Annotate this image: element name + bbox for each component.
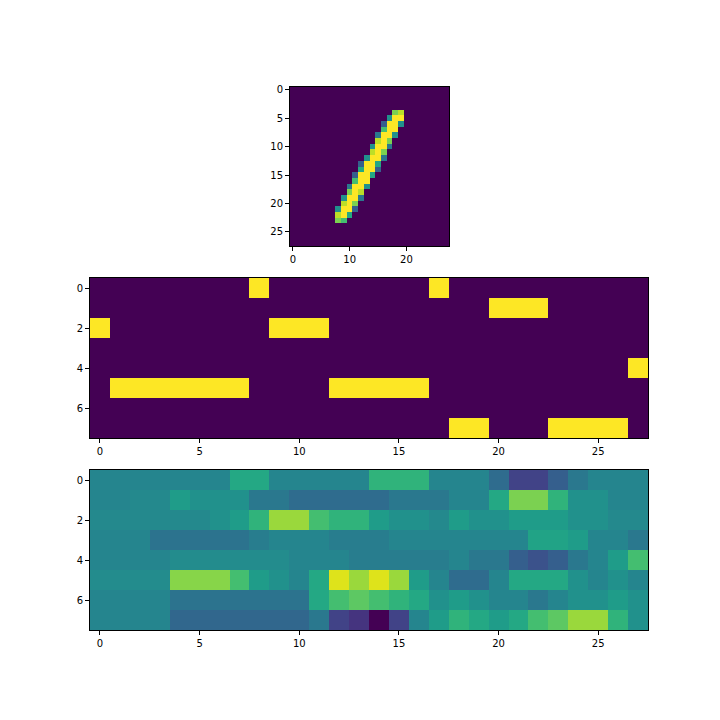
svg-text:10: 10 [293,446,306,457]
svg-text:20: 20 [492,638,505,649]
svg-text:20: 20 [270,198,283,209]
svg-text:10: 10 [343,254,356,265]
svg-text:10: 10 [293,638,306,649]
svg-text:5: 5 [196,638,202,649]
svg-text:0: 0 [97,446,103,457]
svg-text:20: 20 [400,254,413,265]
svg-text:15: 15 [393,446,406,457]
svg-text:25: 25 [270,226,283,237]
svg-text:15: 15 [270,170,283,181]
svg-text:4: 4 [77,363,83,374]
svg-text:0: 0 [77,283,83,294]
svg-text:10: 10 [270,141,283,152]
svg-text:5: 5 [196,446,202,457]
svg-text:5: 5 [277,113,283,124]
svg-text:25: 25 [592,638,605,649]
svg-text:25: 25 [592,446,605,457]
svg-text:15: 15 [393,638,406,649]
svg-text:2: 2 [77,323,83,334]
svg-text:0: 0 [277,84,283,95]
svg-text:6: 6 [77,403,83,414]
svg-text:2: 2 [77,515,83,526]
svg-text:0: 0 [77,475,83,486]
svg-text:0: 0 [290,254,296,265]
svg-text:6: 6 [77,595,83,606]
svg-text:4: 4 [77,555,83,566]
svg-text:20: 20 [492,446,505,457]
svg-text:0: 0 [97,638,103,649]
